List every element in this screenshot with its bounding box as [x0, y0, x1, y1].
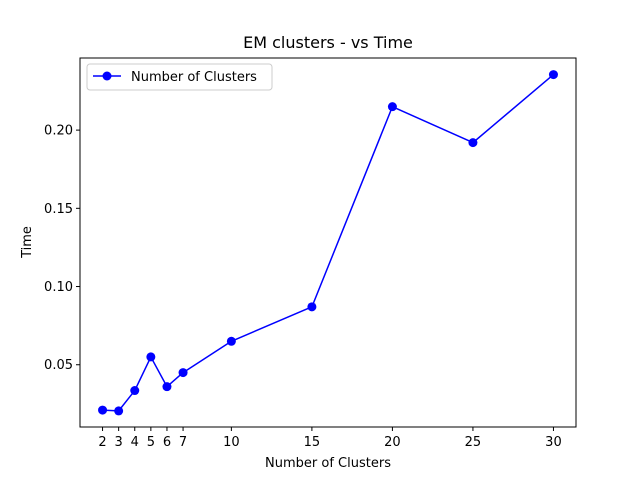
y-axis-label: Time — [20, 226, 35, 259]
x-tick-label: 30 — [545, 435, 562, 450]
data-point — [130, 386, 140, 396]
x-tick-label: 6 — [163, 435, 171, 450]
y-tick-label: 0.05 — [44, 358, 73, 373]
x-tick-label: 20 — [384, 435, 401, 450]
data-point — [548, 70, 558, 80]
series-layer — [98, 70, 558, 416]
y-axis-ticks: 0.05 0.10 0.15 0.20 — [44, 124, 80, 373]
chart-title: EM clusters - vs Time — [243, 33, 413, 52]
x-tick-label: 7 — [179, 435, 187, 450]
x-tick-label: 15 — [304, 435, 321, 450]
y-tick-label: 0.15 — [44, 202, 73, 217]
legend-label: Number of Clusters — [131, 70, 257, 85]
plot-area — [80, 58, 576, 427]
x-tick-label: 25 — [465, 435, 482, 450]
y-tick-label: 0.20 — [44, 124, 73, 139]
data-point — [146, 352, 156, 362]
data-point — [226, 336, 236, 346]
x-tick-label: 3 — [115, 435, 123, 450]
data-point — [307, 302, 317, 312]
data-point — [162, 382, 172, 392]
x-tick-label: 5 — [147, 435, 155, 450]
x-tick-label: 2 — [98, 435, 106, 450]
axes-frame — [79, 57, 577, 428]
x-axis-ticks: 2 3 4 5 6 7 10 15 20 25 30 — [98, 427, 562, 450]
legend: Number of Clusters — [86, 63, 273, 91]
y-tick-label: 0.10 — [44, 280, 73, 295]
data-point — [98, 405, 108, 415]
data-point — [468, 138, 478, 148]
legend-box — [86, 63, 273, 91]
x-tick-label: 4 — [131, 435, 139, 450]
data-point — [387, 102, 397, 112]
x-tick-label: 10 — [223, 435, 240, 450]
data-point — [114, 406, 124, 416]
data-point — [178, 368, 188, 378]
x-axis-label: Number of Clusters — [265, 456, 391, 471]
legend-marker-swatch — [102, 71, 112, 81]
